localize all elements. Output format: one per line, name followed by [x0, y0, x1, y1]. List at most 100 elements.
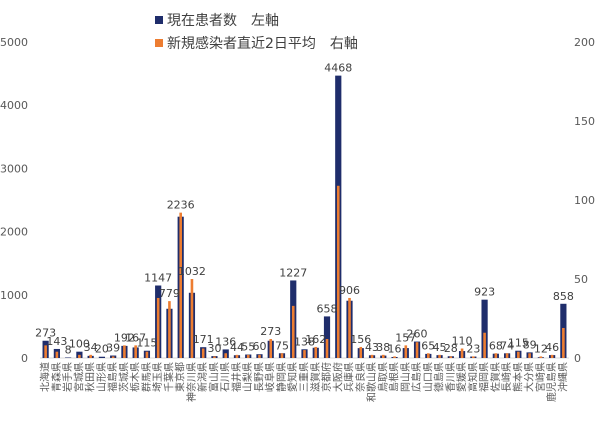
x-tick-label: 鹿児島県: [545, 362, 558, 402]
x-tick-label: 神奈川県: [185, 362, 198, 402]
data-label: 30: [207, 342, 221, 355]
bar-new-cases-avg: [483, 332, 486, 358]
bar-new-cases-avg: [460, 348, 464, 358]
data-label: 12: [534, 342, 548, 355]
x-tick-label: 秋田県: [84, 362, 97, 392]
x-tick-label: 群馬県: [140, 362, 153, 392]
right-tick-label: 200: [574, 36, 595, 49]
data-label: 28: [444, 342, 458, 355]
bar-new-cases-avg: [528, 353, 531, 358]
data-label: 34: [84, 341, 98, 354]
bar-new-cases-avg: [246, 354, 250, 358]
left-tick-label: 5000: [0, 36, 28, 49]
bar-new-cases-avg: [517, 351, 520, 358]
x-tick-label: 北海道: [39, 362, 52, 392]
bar-new-cases-avg: [336, 185, 340, 358]
left-tick-label: 3000: [0, 162, 28, 175]
data-label: 110: [452, 335, 473, 348]
x-tick-label: 栃木県: [129, 362, 142, 392]
bar-new-cases-avg: [404, 345, 408, 358]
x-tick-label: 福島県: [106, 362, 119, 392]
x-tick-label: 広島県: [410, 362, 423, 392]
bar-new-cases-avg: [111, 356, 115, 358]
x-tick-label: 福岡県: [478, 362, 491, 392]
x-tick-label: 大阪府: [331, 362, 344, 392]
right-tick-label: 150: [574, 115, 595, 128]
x-tick-label: 茨城県: [117, 362, 130, 392]
bar-new-cases-avg: [314, 346, 318, 358]
x-tick-label: 山口県: [422, 362, 434, 392]
x-tick-label: 山梨県: [241, 362, 254, 392]
data-label: 8: [65, 343, 72, 356]
data-label: 906: [339, 284, 360, 297]
bar-new-cases-avg: [348, 297, 351, 358]
x-tick-label: 愛媛県: [455, 362, 468, 392]
data-label: 858: [553, 290, 574, 303]
bar-new-cases-avg: [359, 346, 363, 358]
bar-new-cases-avg: [213, 356, 216, 358]
data-label: 43: [365, 341, 379, 354]
bar-new-cases-avg: [539, 356, 543, 358]
x-tick-label: 石川県: [220, 362, 232, 392]
x-tick-label: 富山県: [207, 362, 220, 392]
x-tick-label: 長崎県: [500, 362, 513, 392]
bar-new-cases-avg: [258, 354, 261, 358]
legend-swatch-left: [155, 16, 163, 24]
bar-new-cases-avg: [381, 354, 385, 358]
x-tick-label: 東京都: [174, 362, 187, 392]
left-tick-label: 4000: [0, 99, 28, 112]
bar-new-cases-avg: [179, 212, 182, 358]
data-label: 65: [421, 339, 435, 352]
bar-new-cases-avg: [78, 354, 81, 358]
x-tick-label: 鳥取県: [376, 362, 389, 392]
data-label: 38: [376, 341, 390, 354]
right-tick-label: 50: [574, 273, 588, 286]
bar-new-cases-avg: [145, 351, 149, 358]
bar-new-cases-avg: [55, 351, 59, 358]
x-tick-label: 徳島県: [433, 362, 446, 392]
bar-current-patients: [481, 299, 488, 358]
bar-new-cases-avg: [393, 356, 396, 358]
bar-new-cases-avg: [44, 345, 47, 358]
data-label: 167: [125, 331, 146, 344]
data-label: 45: [433, 341, 447, 354]
bar-new-cases-avg: [190, 279, 194, 358]
x-tick-label: 新潟県: [196, 362, 209, 392]
data-label: 273: [260, 325, 281, 338]
data-label: 39: [106, 342, 120, 355]
x-tick-label: 山形県: [96, 362, 108, 392]
legend-item-right: 新規感染者直近2日平均 右軸: [155, 33, 358, 53]
data-label: 192: [114, 331, 135, 344]
data-labels: 2731438100342039192167115114777922361032…: [35, 62, 574, 357]
bar-new-cases-avg: [550, 354, 554, 358]
x-tick-label: 島根県: [388, 362, 401, 392]
data-label: 20: [95, 343, 109, 356]
bar-new-cases-avg: [280, 353, 284, 358]
bar-new-cases-avg: [325, 339, 329, 358]
bar-new-cases-avg: [427, 353, 430, 358]
data-label: 260: [407, 328, 428, 341]
x-tick-label: 岡山県: [400, 362, 412, 392]
bar-new-cases-avg: [505, 353, 509, 358]
bar-current-patients: [65, 357, 72, 358]
right-series-bars: [44, 185, 565, 358]
data-label: 2236: [167, 199, 195, 212]
data-label: 1032: [178, 265, 206, 278]
bar-new-cases-avg: [449, 356, 453, 358]
bar-new-cases-avg: [370, 354, 374, 358]
data-label: 658: [317, 302, 338, 315]
data-label: 115: [508, 337, 529, 350]
x-tick-label: 香川県: [445, 362, 457, 392]
data-label: 136: [215, 335, 236, 348]
bar-current-patients: [323, 316, 331, 358]
bar-new-cases-avg: [562, 327, 565, 358]
bar-new-cases-avg: [156, 297, 160, 358]
x-tick-labels: 北海道 青森県 岩手県 宮城県 秋田県 山形県 福島県 茨城県 栃木県 群馬県 埼玉県 千葉県 東京都神…: [39, 362, 570, 402]
x-tick-label: 千葉県: [162, 362, 175, 392]
bar-new-cases-avg: [494, 353, 498, 358]
x-tick-label: 宮崎県: [534, 362, 547, 392]
data-label: 143: [46, 335, 67, 348]
bar-new-cases-avg: [235, 354, 239, 358]
data-label: 1147: [144, 272, 172, 285]
right-tick-label: 0: [574, 352, 581, 365]
